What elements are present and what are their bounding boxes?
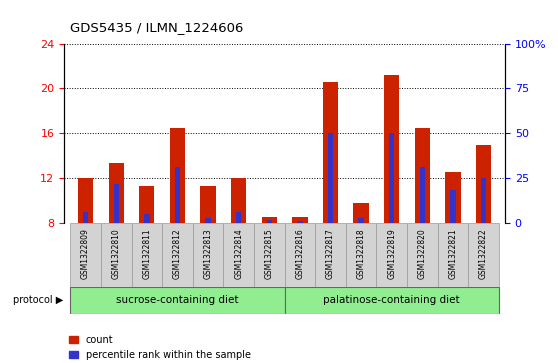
Text: GSM1322812: GSM1322812 <box>173 228 182 279</box>
Text: GSM1322810: GSM1322810 <box>112 228 121 279</box>
Bar <box>468 223 499 287</box>
Bar <box>415 128 430 223</box>
Bar <box>262 216 277 223</box>
Text: GSM1322814: GSM1322814 <box>234 228 243 279</box>
Bar <box>476 144 491 223</box>
Text: GSM1322818: GSM1322818 <box>357 228 365 279</box>
Text: GSM1322813: GSM1322813 <box>204 228 213 279</box>
Text: protocol ▶: protocol ▶ <box>13 295 64 305</box>
Bar <box>223 223 254 287</box>
Bar <box>450 189 456 223</box>
Bar <box>139 186 155 223</box>
Bar <box>193 223 223 287</box>
Text: GSM1322817: GSM1322817 <box>326 228 335 279</box>
Text: GDS5435 / ILMN_1224606: GDS5435 / ILMN_1224606 <box>70 21 243 34</box>
Legend: count, percentile rank within the sample: count, percentile rank within the sample <box>69 335 251 360</box>
Bar <box>231 178 246 223</box>
Text: GSM1322820: GSM1322820 <box>418 228 427 279</box>
Bar <box>236 212 242 223</box>
Bar <box>101 223 132 287</box>
Bar <box>254 223 285 287</box>
Bar <box>377 223 407 287</box>
Bar <box>175 167 180 223</box>
Text: GSM1322821: GSM1322821 <box>449 228 458 279</box>
Bar <box>162 223 193 287</box>
Bar <box>170 128 185 223</box>
Text: sucrose-containing diet: sucrose-containing diet <box>116 295 239 305</box>
Bar <box>267 220 272 223</box>
Bar <box>297 221 302 223</box>
Bar <box>132 223 162 287</box>
Bar <box>328 133 333 223</box>
Bar <box>315 223 346 287</box>
Bar <box>144 214 150 223</box>
Bar <box>323 82 338 223</box>
Bar <box>481 178 486 223</box>
Bar <box>420 167 425 223</box>
Bar <box>384 75 400 223</box>
Bar <box>389 133 395 223</box>
Bar <box>70 287 285 314</box>
Text: palatinose-containing diet: palatinose-containing diet <box>324 295 460 305</box>
Bar <box>407 223 437 287</box>
Bar <box>437 223 468 287</box>
Text: GSM1322815: GSM1322815 <box>265 228 274 279</box>
Bar <box>346 223 377 287</box>
Bar <box>358 218 364 223</box>
Bar <box>70 223 101 287</box>
Text: GSM1322809: GSM1322809 <box>81 228 90 279</box>
Bar <box>445 172 460 223</box>
Bar <box>285 287 499 314</box>
Text: GSM1322816: GSM1322816 <box>295 228 304 279</box>
Text: GSM1322822: GSM1322822 <box>479 228 488 279</box>
Bar <box>200 186 216 223</box>
Bar <box>205 218 211 223</box>
Bar <box>83 212 88 223</box>
Bar <box>78 178 93 223</box>
Text: GSM1322811: GSM1322811 <box>142 228 151 279</box>
Bar <box>285 223 315 287</box>
Bar <box>292 216 307 223</box>
Bar <box>113 184 119 223</box>
Bar <box>353 203 369 223</box>
Text: GSM1322819: GSM1322819 <box>387 228 396 279</box>
Bar <box>109 163 124 223</box>
